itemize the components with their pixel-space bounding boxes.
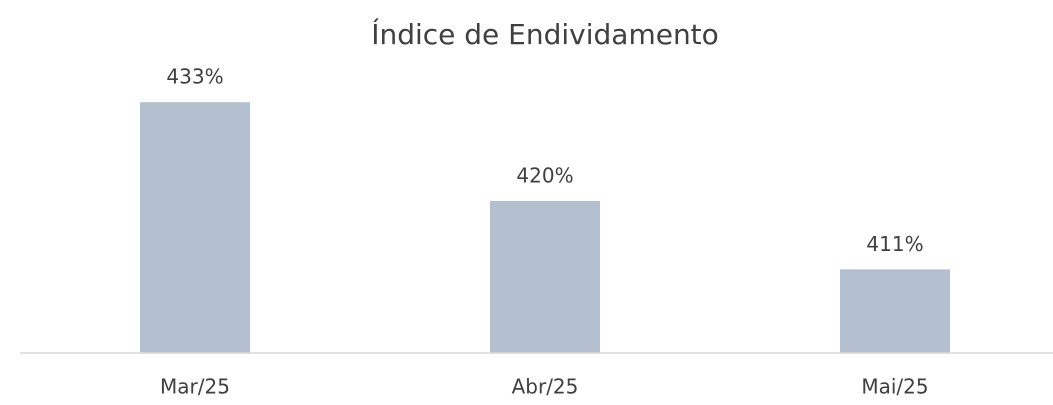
x-tick-label: Mai/25	[861, 375, 928, 399]
x-tick-label: Mar/25	[160, 375, 230, 399]
bar	[840, 269, 950, 353]
data-label: 420%	[516, 164, 573, 188]
chart-title: Índice de Endividamento	[371, 17, 719, 51]
bar	[140, 102, 250, 353]
x-tick-label: Abr/25	[512, 375, 579, 399]
data-label: 411%	[866, 232, 923, 256]
data-label: 433%	[166, 65, 223, 89]
bar	[490, 201, 600, 353]
